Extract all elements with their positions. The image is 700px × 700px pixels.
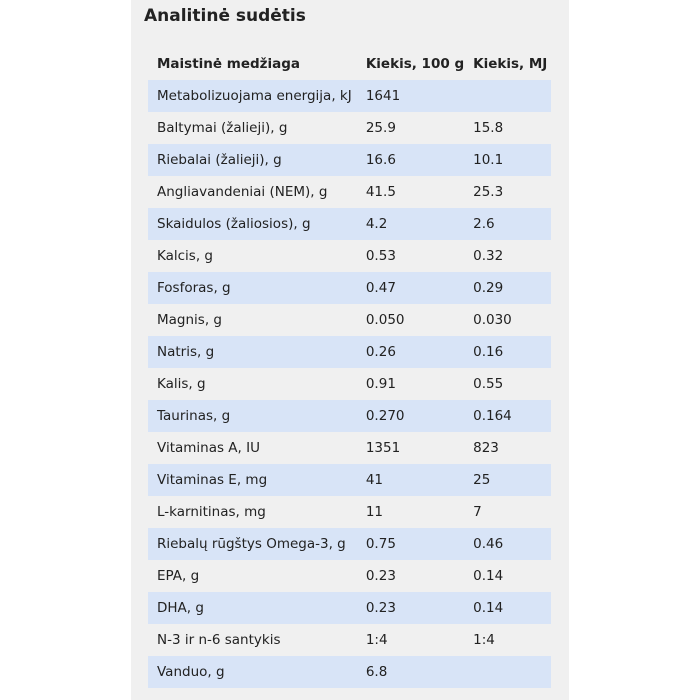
cell-nutrient: Angliavandeniai (NEM), g xyxy=(148,176,357,208)
table-row: Vitaminas E, mg 41 25 xyxy=(148,464,551,496)
cell-nutrient: Riebalai (žalieji), g xyxy=(148,144,357,176)
table-row: Fosforas, g 0.47 0.29 xyxy=(148,272,551,304)
cell-nutrient: Kalis, g xyxy=(148,368,357,400)
table-row: Baltymai (žalieji), g 25.9 15.8 xyxy=(148,112,551,144)
cell-amount-mj xyxy=(464,80,551,112)
cell-amount-mj: 823 xyxy=(464,432,551,464)
cell-amount-100g: 0.23 xyxy=(356,592,465,624)
cell-amount-100g: 0.050 xyxy=(356,304,465,336)
table-row: Natris, g 0.26 0.16 xyxy=(148,336,551,368)
table-row: Magnis, g 0.050 0.030 xyxy=(148,304,551,336)
cell-nutrient: Vitaminas E, mg xyxy=(148,464,357,496)
cell-nutrient: Fosforas, g xyxy=(148,272,357,304)
cell-amount-100g: 6.8 xyxy=(356,656,465,688)
cell-amount-mj: 1:4 xyxy=(464,624,551,656)
cell-amount-mj: 7 xyxy=(464,496,551,528)
table-row: DHA, g 0.23 0.14 xyxy=(148,592,551,624)
table-row: Skaidulos (žaliosios), g 4.2 2.6 xyxy=(148,208,551,240)
cell-amount-mj: 0.32 xyxy=(464,240,551,272)
cell-amount-100g: 41.5 xyxy=(356,176,465,208)
cell-amount-mj: 0.16 xyxy=(464,336,551,368)
cell-nutrient: L-karnitinas, mg xyxy=(148,496,357,528)
header-amount-100g: Kiekis, 100 g xyxy=(365,56,465,72)
cell-nutrient: Metabolizuojama energija, kJ xyxy=(148,80,357,112)
cell-amount-mj: 0.14 xyxy=(464,592,551,624)
cell-amount-mj: 0.030 xyxy=(464,304,551,336)
cell-amount-100g: 1641 xyxy=(356,80,465,112)
cell-amount-100g: 41 xyxy=(356,464,465,496)
cell-amount-100g: 25.9 xyxy=(356,112,465,144)
cell-amount-mj: 2.6 xyxy=(464,208,551,240)
cell-amount-100g: 0.53 xyxy=(356,240,465,272)
table-row: Kalis, g 0.91 0.55 xyxy=(148,368,551,400)
cell-nutrient: DHA, g xyxy=(148,592,357,624)
table-row: EPA, g 0.23 0.14 xyxy=(148,560,551,592)
cell-amount-mj: 0.14 xyxy=(464,560,551,592)
nutrition-table: Maistinė medžiaga Kiekis, 100 g Kiekis, … xyxy=(148,48,551,688)
cell-nutrient: Riebalų rūgštys Omega-3, g xyxy=(148,528,357,560)
table-row: Vitaminas A, IU 1351 823 xyxy=(148,432,551,464)
cell-nutrient: Kalcis, g xyxy=(148,240,357,272)
cell-nutrient: EPA, g xyxy=(148,560,357,592)
cell-nutrient: N-3 ir n-6 santykis xyxy=(148,624,357,656)
cell-amount-100g: 0.91 xyxy=(356,368,465,400)
table-row: L-karnitinas, mg 11 7 xyxy=(148,496,551,528)
cell-amount-mj: 0.55 xyxy=(464,368,551,400)
cell-amount-100g: 0.75 xyxy=(356,528,465,560)
cell-amount-mj xyxy=(464,656,551,688)
cell-amount-100g: 0.270 xyxy=(356,400,465,432)
cell-amount-100g: 0.26 xyxy=(356,336,465,368)
cell-amount-100g: 0.47 xyxy=(356,272,465,304)
cell-amount-100g: 11 xyxy=(356,496,465,528)
header-amount-mj: Kiekis, MJ xyxy=(473,56,548,72)
table-header-row: Maistinė medžiaga Kiekis, 100 g Kiekis, … xyxy=(148,48,551,80)
cell-nutrient: Magnis, g xyxy=(148,304,357,336)
cell-amount-mj: 25 xyxy=(464,464,551,496)
table-row: N-3 ir n-6 santykis 1:4 1:4 xyxy=(148,624,551,656)
table-row: Angliavandeniai (NEM), g 41.5 25.3 xyxy=(148,176,551,208)
table-body: Metabolizuojama energija, kJ 1641 Baltymai… xyxy=(148,80,551,688)
cell-nutrient: Skaidulos (žaliosios), g xyxy=(148,208,357,240)
table-row: Taurinas, g 0.270 0.164 xyxy=(148,400,551,432)
table-row: Vanduo, g 6.8 xyxy=(148,656,551,688)
cell-nutrient: Vitaminas A, IU xyxy=(148,432,357,464)
section-title: Analitinė sudėtis xyxy=(144,6,306,26)
table-row: Metabolizuojama energija, kJ 1641 xyxy=(148,80,551,112)
cell-amount-mj: 15.8 xyxy=(464,112,551,144)
cell-amount-100g: 1:4 xyxy=(356,624,465,656)
cell-nutrient: Vanduo, g xyxy=(148,656,357,688)
cell-amount-mj: 0.46 xyxy=(464,528,551,560)
table-row: Riebalų rūgštys Omega-3, g 0.75 0.46 xyxy=(148,528,551,560)
table-row: Kalcis, g 0.53 0.32 xyxy=(148,240,551,272)
cell-amount-mj: 0.29 xyxy=(464,272,551,304)
cell-amount-100g: 1351 xyxy=(356,432,465,464)
cell-amount-mj: 0.164 xyxy=(464,400,551,432)
cell-nutrient: Natris, g xyxy=(148,336,357,368)
cell-amount-100g: 16.6 xyxy=(356,144,465,176)
cell-nutrient: Taurinas, g xyxy=(148,400,357,432)
table-row: Riebalai (žalieji), g 16.6 10.1 xyxy=(148,144,551,176)
header-nutrient: Maistinė medžiaga xyxy=(157,56,301,72)
cell-amount-mj: 10.1 xyxy=(464,144,551,176)
cell-amount-100g: 0.23 xyxy=(356,560,465,592)
cell-nutrient: Baltymai (žalieji), g xyxy=(148,112,357,144)
cell-amount-100g: 4.2 xyxy=(356,208,465,240)
cell-amount-mj: 25.3 xyxy=(464,176,551,208)
